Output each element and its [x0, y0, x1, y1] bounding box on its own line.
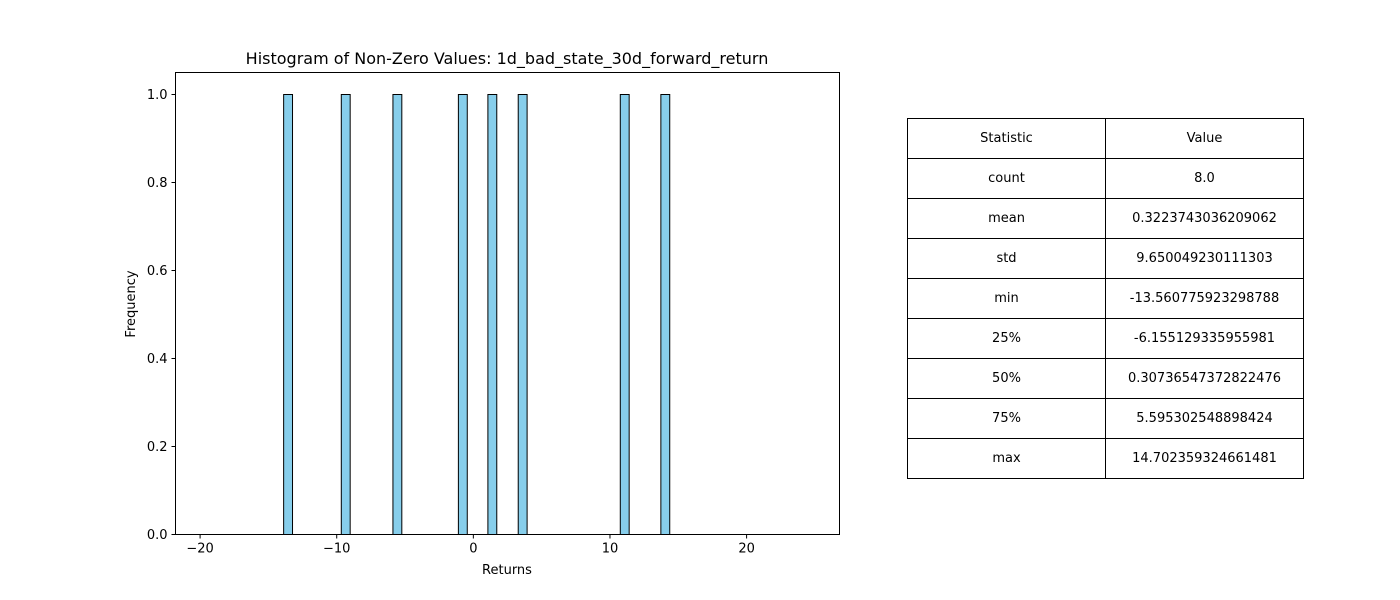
table-row: mean 0.3223743036209062 [907, 198, 1304, 239]
y-tick-label: 0.2 [147, 440, 168, 455]
x-tick-label: 20 [738, 542, 755, 557]
statistic-cell: count [907, 158, 1106, 199]
value-cell: 8.0 [1105, 158, 1304, 199]
value-cell: 0.3223743036209062 [1105, 198, 1304, 239]
y-axis-label: Frequency [124, 270, 139, 337]
statistic-cell: std [907, 238, 1106, 279]
table-row: 25% -6.155129335955981 [907, 318, 1304, 359]
histogram-bar [660, 94, 671, 535]
histogram-bar [340, 94, 351, 535]
histogram-bar [392, 94, 403, 535]
table-row: std 9.650049230111303 [907, 238, 1304, 279]
statistic-cell: 25% [907, 318, 1106, 359]
chart-title: Histogram of Non-Zero Values: 1d_bad_sta… [246, 49, 769, 69]
histogram-bar [283, 94, 294, 535]
x-axis-label: Returns [482, 563, 532, 578]
value-cell: 0.30736547372822476 [1105, 358, 1304, 399]
y-tick-label: 0.8 [147, 176, 168, 191]
table-header-cell: Value [1105, 118, 1304, 159]
table-row: 50% 0.30736547372822476 [907, 358, 1304, 399]
table-row: min -13.560775923298788 [907, 278, 1304, 319]
value-cell: -13.560775923298788 [1105, 278, 1304, 319]
histogram-bar [619, 94, 630, 535]
histogram-bar [517, 94, 528, 535]
statistic-cell: min [907, 278, 1106, 319]
y-axis-ticks: 0.0 0.2 0.4 0.6 0.8 1.0 [147, 88, 176, 543]
statistics-table: Statistic Value count 8.0 mean 0.322374303620… [907, 118, 1304, 479]
table-row: max 14.702359324661481 [907, 438, 1304, 479]
statistic-cell: mean [907, 198, 1106, 239]
statistic-cell: 75% [907, 398, 1106, 439]
y-tick-label: 0.0 [147, 528, 168, 543]
x-tick-label: 10 [602, 542, 619, 557]
value-cell: 14.702359324661481 [1105, 438, 1304, 479]
x-tick-label: 0 [469, 542, 477, 557]
y-tick-label: 0.4 [147, 352, 168, 367]
table-header-row: Statistic Value [907, 118, 1304, 159]
statistic-cell: 50% [907, 358, 1106, 399]
value-cell: 9.650049230111303 [1105, 238, 1304, 279]
value-cell: 5.595302548898424 [1105, 398, 1304, 439]
histogram-bar [457, 94, 468, 535]
table-header-cell: Statistic [907, 118, 1106, 159]
histogram-bar [487, 94, 498, 535]
statistic-cell: max [907, 438, 1106, 479]
x-axis-ticks: −20 −10 0 10 20 [186, 534, 755, 557]
x-tick-label: −10 [323, 542, 350, 557]
y-tick-label: 1.0 [147, 88, 168, 103]
x-tick-label: −20 [186, 542, 213, 557]
y-tick-label: 0.6 [147, 264, 168, 279]
table-row: count 8.0 [907, 158, 1304, 199]
bars-group [283, 94, 671, 535]
value-cell: -6.155129335955981 [1105, 318, 1304, 359]
plot-area-frame [175, 72, 840, 535]
table-row: 75% 5.595302548898424 [907, 398, 1304, 439]
